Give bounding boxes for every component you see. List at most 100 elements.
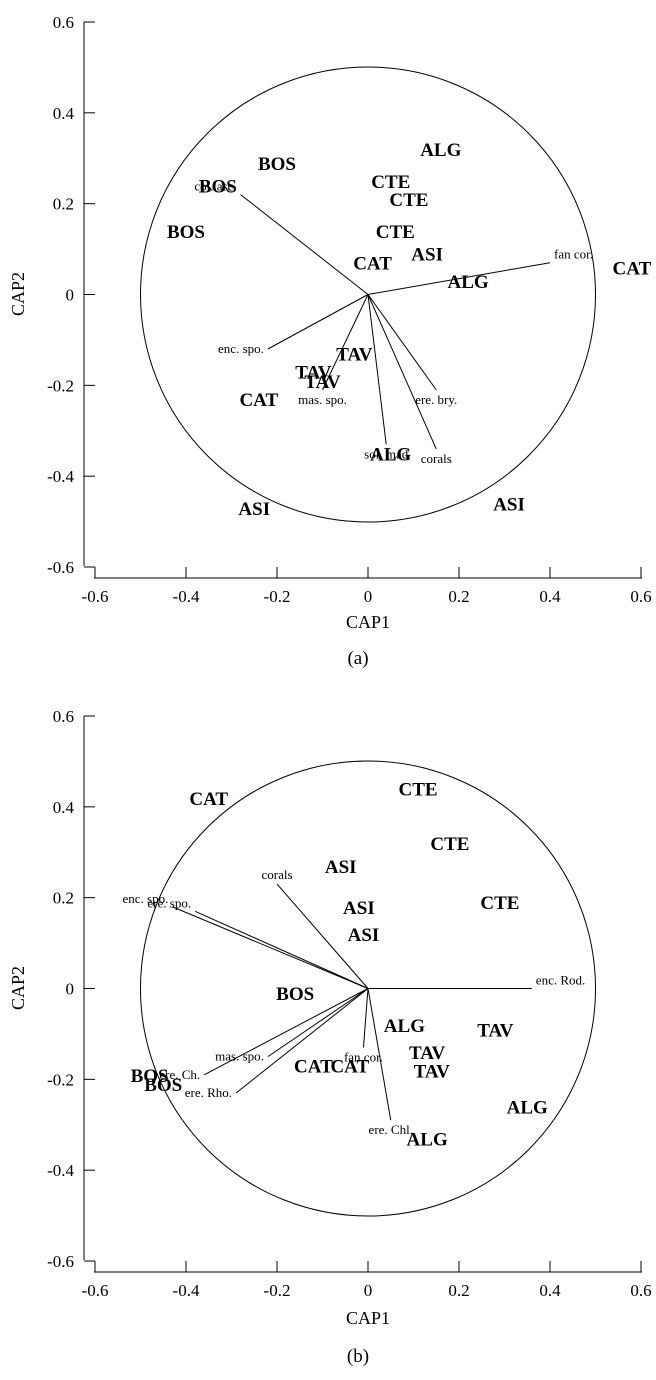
x-tick-label: 0.4 — [539, 1281, 561, 1300]
vector-line — [367, 294, 387, 445]
site-point-label: BOS — [167, 222, 205, 243]
site-point-label: ASI — [348, 925, 380, 946]
site-point-label: ALG — [370, 444, 411, 465]
vector-label: ere. Chl. — [369, 1122, 413, 1137]
site-point-label: BOS — [144, 1075, 182, 1096]
site-point-label: CTE — [376, 222, 415, 243]
site-point-label: BOS — [131, 1066, 169, 1087]
y-tick-label: 0 — [66, 980, 75, 999]
site-point-label: CTE — [371, 172, 410, 193]
chart-b-unit-circle — [140, 760, 596, 1217]
vector-line — [267, 988, 369, 1058]
chart-b-y-ticks: 0.6 0.4 0.2 0 -0.2 -0.4 -0.6 — [47, 707, 95, 1271]
site-point-label: CAT — [239, 390, 278, 411]
site-point-label: TAV — [295, 363, 332, 384]
chart-b-svg: 0.60.40.20-0.2-0.4-0.6 -0.6 -0.4 -0.2 0 0.2 0… — [8, 707, 652, 1367]
x-tick-label: 0 — [364, 587, 373, 606]
site-point-label: ALG — [407, 1129, 448, 1150]
vector-label: fan cor. — [554, 247, 593, 262]
site-point-label: TAV — [409, 1043, 446, 1064]
site-point-label: BOS — [258, 154, 296, 175]
chart-b-xlabel: CAP1 — [346, 1308, 390, 1328]
chart-a-xlabel: CAP1 — [346, 612, 390, 632]
site-point-label: ALG — [420, 140, 461, 161]
chart-a-x-ticks: -0.6 -0.4 -0.2 0 0.2 0.4 0.6 — [82, 567, 652, 606]
vector-label: enc. spo. — [122, 891, 168, 906]
vector-line — [172, 906, 369, 989]
y-tick-label: 0.2 — [53, 889, 74, 908]
x-tick-label: 0.6 — [630, 587, 651, 606]
y-tick-label: -0.2 — [47, 1070, 74, 1089]
vector-line — [276, 883, 369, 989]
x-tick-label: 0.6 — [630, 1281, 651, 1300]
site-point-label: CAT — [189, 789, 228, 810]
vector-line — [367, 294, 437, 450]
y-tick-label: 0 — [66, 286, 75, 305]
vector-line — [367, 294, 437, 391]
vector-label: col. asc. — [194, 179, 236, 194]
vector-label: enc. Rod. — [536, 973, 585, 988]
site-point-label: TAV — [414, 1061, 451, 1082]
site-point-label: CTE — [430, 834, 469, 855]
vector-line — [203, 988, 369, 1076]
vector-label: corals — [421, 451, 452, 466]
vector-label: corals — [261, 867, 292, 882]
vector-label: sol. mad — [364, 446, 409, 461]
vector-label: fan cor. — [344, 1050, 383, 1065]
site-point-label: BOS — [199, 177, 237, 198]
y-tick-label: 0.6 — [53, 13, 74, 32]
site-point-label: CTE — [399, 780, 438, 801]
x-tick-label: -0.2 — [264, 1281, 291, 1300]
vector-label: enc. spo. — [218, 341, 264, 356]
vector-label: ere. Rho. — [185, 1085, 232, 1100]
site-point-label: ASI — [325, 857, 357, 878]
x-tick-label: -0.6 — [82, 1281, 109, 1300]
chart-a-vectors: col. asc. fan cor. enc. spo. ere. bry. mas. … — [194, 179, 593, 466]
x-tick-label: 0.2 — [448, 587, 469, 606]
chart-a-ylabel: CAP2 — [8, 272, 28, 316]
y-tick-label: 0.6 — [53, 707, 74, 726]
x-tick-label: -0.4 — [173, 587, 200, 606]
site-point-label: CAT — [330, 1057, 369, 1078]
x-tick-label: 0.2 — [448, 1281, 469, 1300]
x-tick-label: -0.2 — [264, 587, 291, 606]
chart-panel-b: 0.6 0.4 0.2 0 -0.2 -0.4 -0.6 -0.6 -0.4 -0.2 0 0.2 0… — [0, 690, 656, 1375]
vector-line — [367, 262, 551, 295]
x-tick-label: -0.6 — [82, 587, 109, 606]
site-point-label: TAV — [304, 372, 341, 393]
vector-label: ere. bry. — [415, 392, 457, 407]
chart-panel-a: 0.6 0.4 0.2 0 -0.2 -0.4 -0.6 -0.6 -0.4 -0.2 0 0.2 0… — [0, 0, 656, 680]
y-tick-label: -0.6 — [47, 1252, 74, 1271]
site-point-label: CAT — [353, 254, 392, 275]
chart-b-panel-label: (b) — [347, 1346, 369, 1367]
site-point-label: CAT — [294, 1057, 333, 1078]
y-tick-label: 0.4 — [53, 798, 75, 817]
chart-a-svg: 0.60.40.20-0.2-0.4-0.6 -0.6 -0.4 -0.2 0 0.2 0… — [8, 13, 652, 669]
vector-label: ere. spo. — [147, 895, 191, 910]
site-point-label: ASI — [411, 245, 443, 266]
y-tick-label: -0.4 — [47, 467, 74, 486]
vector-line — [367, 988, 392, 1121]
vector-line — [235, 988, 369, 1094]
x-tick-label: -0.4 — [173, 1281, 200, 1300]
y-tick-label: -0.4 — [47, 1161, 74, 1180]
y-tick-label: 0.4 — [53, 104, 75, 123]
site-point-label: BOS — [276, 984, 314, 1005]
vector-line — [240, 194, 369, 295]
y-tick-label: -0.2 — [47, 376, 74, 395]
vector-line — [322, 294, 369, 391]
vector-label: mas. spo. — [298, 392, 347, 407]
site-point-label: ASI — [493, 494, 525, 515]
chart-a-y-ticks: 0.6 0.4 0.2 0 -0.2 -0.4 -0.6 — [47, 13, 95, 577]
x-tick-label: 0 — [364, 1281, 373, 1300]
site-point-label: CTE — [389, 190, 428, 211]
site-point-label: CAT — [613, 258, 652, 279]
vector-label: ere. Ch. — [159, 1067, 200, 1082]
site-point-label: TAV — [336, 345, 373, 366]
site-point-label: ASI — [238, 499, 270, 520]
site-point-label: ALG — [448, 272, 489, 293]
site-point-label: ALG — [384, 1016, 425, 1037]
chart-b-ylabel: CAP2 — [8, 966, 28, 1010]
